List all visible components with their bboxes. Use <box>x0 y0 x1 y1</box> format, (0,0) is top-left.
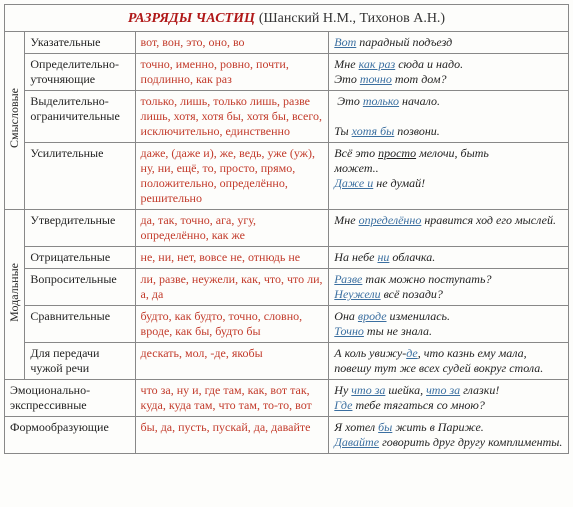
table-row: Смысловые Указательные вот, вон, это, он… <box>5 32 569 54</box>
example-cell: Разве так можно поступать?Неужели всё по… <box>329 269 569 306</box>
example-cell: На небе ни облачка. <box>329 247 569 269</box>
group-label: Модальные <box>7 257 22 328</box>
particles-cell: только, лишь, только лишь, разве лишь, х… <box>135 91 329 143</box>
table-row: Определительно-уточняющие точно, именно,… <box>5 54 569 91</box>
table-row: Выделительно-ограничительные только, лиш… <box>5 91 569 143</box>
table-row: Эмоционально-экспрессивные что за, ну и,… <box>5 380 569 417</box>
table-row: Отрицательные не, ни, нет, вовсе не, отн… <box>5 247 569 269</box>
category-cell: Сравнительные <box>25 306 135 343</box>
example-cell: Ну что за шейка, что за глазки!Где тебе … <box>329 380 569 417</box>
particles-table: Смысловые Указательные вот, вон, это, он… <box>4 31 569 454</box>
table-row: Вопросительные ли, разве, неужели, как, … <box>5 269 569 306</box>
group-smyslovye: Смысловые <box>5 32 25 210</box>
particles-cell: точно, именно, ровно, почти, подлинно, к… <box>135 54 329 91</box>
example-cell: Она вроде изменилась.Точно ты не знала. <box>329 306 569 343</box>
group-label: Смысловые <box>7 82 22 154</box>
example-cell: Вот парадный подъезд <box>329 32 569 54</box>
particles-cell: даже, (даже и), же, ведь, уже (уж), ну, … <box>135 143 329 210</box>
particles-cell: что за, ну и, где там, как, вот так, куд… <box>135 380 329 417</box>
example-cell: Всё это просто мелочи, бытьможет..Даже и… <box>329 143 569 210</box>
group-modalnye: Модальные <box>5 210 25 380</box>
category-cell: Указательные <box>25 32 135 54</box>
example-cell: А коль увижу-де, что казнь ему мала, пов… <box>329 343 569 380</box>
table-row: Модальные Утвердительные да, так, точно,… <box>5 210 569 247</box>
particles-cell: вот, вон, это, оно, во <box>135 32 329 54</box>
category-cell: Утвердительные <box>25 210 135 247</box>
category-cell: Эмоционально-экспрессивные <box>5 380 136 417</box>
example-cell: Это только начало.Ты хотя бы позвони. <box>329 91 569 143</box>
category-cell: Усилительные <box>25 143 135 210</box>
particles-cell: ли, разве, неужели, как, что, что ли, а,… <box>135 269 329 306</box>
particles-cell: дескать, мол, -де, якобы <box>135 343 329 380</box>
category-cell: Выделительно-ограничительные <box>25 91 135 143</box>
category-cell: Формообразующие <box>5 417 136 454</box>
example-cell: Мне как раз сюда и надо.Это точно тот до… <box>329 54 569 91</box>
table-row: Усилительные даже, (даже и), же, ведь, у… <box>5 143 569 210</box>
table-row: Для передачи чужой речи дескать, мол, -д… <box>5 343 569 380</box>
title-main: РАЗРЯДЫ ЧАСТИЦ <box>128 11 255 26</box>
example-cell: Я хотел бы жить в Париже.Давайте говорит… <box>329 417 569 454</box>
particles-cell: не, ни, нет, вовсе не, отнюдь не <box>135 247 329 269</box>
category-cell: Вопросительные <box>25 269 135 306</box>
category-cell: Отрицательные <box>25 247 135 269</box>
particles-cell: да, так, точно, ага, угу, определённо, к… <box>135 210 329 247</box>
table-row: Сравнительные будто, как будто, точно, с… <box>5 306 569 343</box>
table-title: РАЗРЯДЫ ЧАСТИЦ (Шанский Н.М., Тихонов А.… <box>4 4 569 31</box>
table-row: Формообразующие бы, да, пусть, пускай, д… <box>5 417 569 454</box>
title-sub: (Шанский Н.М., Тихонов А.Н.) <box>259 11 445 26</box>
category-cell: Для передачи чужой речи <box>25 343 135 380</box>
particles-cell: бы, да, пусть, пускай, да, давайте <box>135 417 329 454</box>
example-cell: Мне определённо нравится ход его мыслей. <box>329 210 569 247</box>
particles-cell: будто, как будто, точно, словно, вроде, … <box>135 306 329 343</box>
category-cell: Определительно-уточняющие <box>25 54 135 91</box>
